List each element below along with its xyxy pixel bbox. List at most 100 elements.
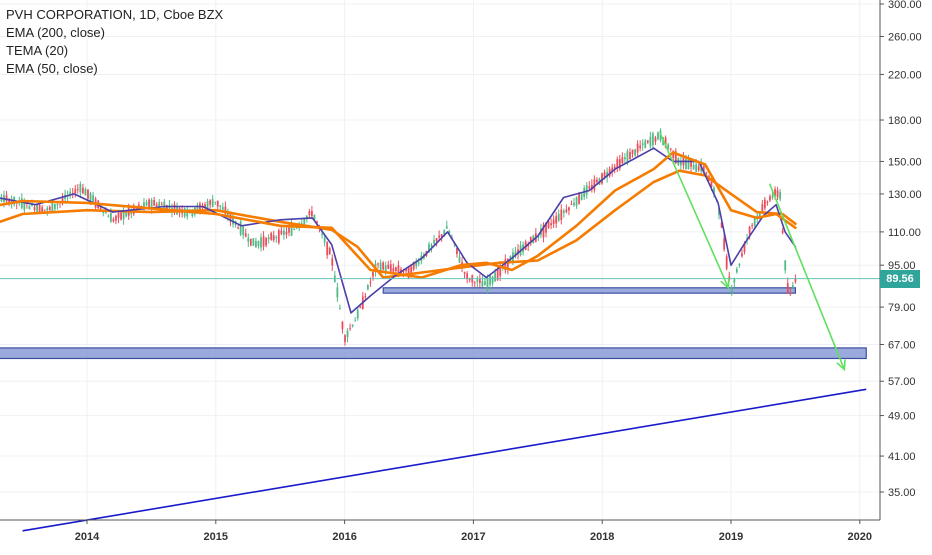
candle-body: [687, 158, 690, 170]
candle-body: [761, 204, 764, 212]
candle-body: [125, 212, 128, 217]
candle-body: [394, 267, 397, 272]
candle-body: [417, 262, 420, 264]
candle-body: [769, 196, 771, 201]
candle-body: [242, 226, 245, 235]
candle-body: [438, 235, 441, 238]
candle-body: [313, 214, 316, 220]
candle-body: [257, 241, 260, 246]
candle-body: [606, 171, 608, 178]
candle-body: [664, 137, 667, 148]
candle-body: [211, 199, 214, 207]
arrow-head: [836, 359, 846, 372]
candle-body: [791, 285, 794, 288]
y-tick-label: 150.00: [888, 156, 922, 168]
candle-body: [547, 221, 550, 228]
candle-body: [779, 191, 782, 200]
candle-body: [122, 210, 125, 220]
candle-body: [277, 230, 280, 243]
candle-body: [53, 204, 56, 210]
candle-body: [43, 209, 46, 211]
candle-body: [196, 205, 199, 212]
candle-body: [311, 211, 313, 217]
candle-body: [705, 172, 708, 174]
candle-body: [651, 133, 654, 146]
candle-body: [499, 265, 502, 276]
candle-body: [481, 281, 484, 287]
x-tick-label: 2020: [848, 531, 872, 543]
y-tick-label: 110.00: [888, 227, 921, 239]
candle-body: [552, 219, 555, 225]
candle-body: [74, 189, 77, 194]
legend-title[interactable]: PVH CORPORATION, 1D, Cboe BZX: [6, 7, 224, 22]
candle-body: [104, 211, 107, 214]
candle-body: [293, 229, 295, 231]
candle-body: [145, 202, 148, 206]
candle-body: [412, 261, 415, 270]
candle-body: [214, 201, 217, 203]
candle-body: [771, 195, 774, 198]
candle-body: [494, 272, 497, 282]
candle-body: [562, 210, 565, 213]
candle-body: [265, 237, 268, 246]
candle-body: [695, 164, 698, 172]
candle-body: [631, 149, 634, 155]
candle-body: [382, 262, 385, 270]
candle-body: [489, 275, 491, 285]
candle-body: [153, 199, 156, 206]
grid: [0, 0, 880, 520]
candle-body: [201, 207, 204, 209]
candle-body: [758, 211, 761, 218]
candle-body: [766, 201, 769, 203]
candle-body: [550, 223, 553, 226]
x-tick-label: 2019: [719, 531, 743, 543]
candle-body: [290, 224, 293, 236]
candle-body: [697, 166, 700, 171]
axes: 300.00 260.00 220.00 180.00 150.00 130.00 110.…: [0, 0, 922, 543]
candle-body: [209, 200, 212, 205]
candle-body: [283, 230, 285, 236]
candle-body: [115, 215, 117, 221]
candle-body: [247, 237, 250, 242]
candle-body: [639, 145, 642, 149]
candle-body: [305, 215, 308, 220]
candle-body: [473, 282, 476, 284]
candle-body: [321, 234, 323, 236]
candle-body: [354, 320, 357, 322]
candle-body: [84, 189, 87, 196]
candle-body: [573, 202, 575, 206]
ema50-line: [0, 151, 797, 279]
candle-body: [81, 187, 84, 194]
candle-body: [794, 278, 797, 282]
candle-body: [575, 197, 578, 206]
candle-body: [674, 151, 677, 164]
candle-body: [204, 204, 206, 208]
candle-body: [445, 226, 448, 229]
candle-body: [476, 279, 479, 282]
candle-body: [557, 213, 560, 221]
candle-body: [275, 236, 278, 238]
candle-body: [781, 230, 784, 233]
y-tick-label: 260.00: [888, 32, 922, 44]
candle-body: [713, 187, 715, 194]
candle-body: [46, 207, 49, 211]
candle-body: [216, 200, 219, 207]
candle-body: [389, 264, 392, 272]
candle-body: [89, 193, 92, 201]
x-tick-label: 2014: [75, 531, 100, 543]
candle-body: [667, 144, 670, 150]
legend-tema20[interactable]: TEMA (20): [6, 43, 69, 58]
candle-body: [165, 205, 168, 211]
legend-ema200[interactable]: EMA (200, close): [6, 25, 105, 40]
candle-body: [344, 335, 346, 343]
candle-body: [56, 203, 59, 205]
candle-body: [323, 237, 326, 243]
candle-body: [545, 222, 547, 233]
candle-body: [285, 231, 288, 235]
candle-body: [61, 198, 64, 202]
y-tick-label: 41.00: [888, 451, 916, 463]
legend-ema50[interactable]: EMA (50, close): [6, 61, 98, 76]
